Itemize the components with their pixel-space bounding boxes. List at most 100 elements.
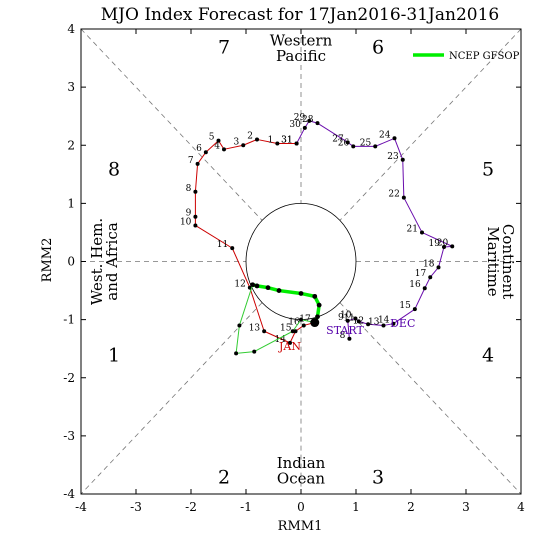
y-tick-label: -1 xyxy=(63,313,75,327)
data-point-label: 22 xyxy=(388,190,399,200)
data-point xyxy=(356,319,361,324)
data-point xyxy=(347,336,352,341)
data-point-label: 11 xyxy=(217,240,228,250)
data-point-label: 13 xyxy=(368,317,380,327)
month-label: JAN xyxy=(278,340,301,353)
data-point xyxy=(255,137,259,142)
x-tick-label: -3 xyxy=(130,500,142,514)
data-point xyxy=(193,189,198,194)
data-point-label: 12 xyxy=(234,280,245,290)
data-point-label: 2 xyxy=(247,131,253,141)
y-tick-label: -3 xyxy=(63,429,75,443)
data-point-label: 31 xyxy=(281,136,292,146)
data-point xyxy=(436,265,441,270)
phase-number-label: 3 xyxy=(372,467,384,489)
data-point xyxy=(442,244,446,249)
phase-number-label: 7 xyxy=(218,36,230,58)
data-point-label: 17 xyxy=(299,315,311,325)
data-point-label: 12 xyxy=(353,316,364,326)
data-point-label: 3 xyxy=(234,137,240,147)
region-label-right: Maritime xyxy=(484,226,502,296)
x-tick-label: 4 xyxy=(517,500,525,514)
data-point xyxy=(193,214,198,219)
data-point-label: 19 xyxy=(429,239,441,249)
data-point-label: 30 xyxy=(289,120,301,130)
unit-circle xyxy=(245,202,357,321)
data-point xyxy=(373,144,378,149)
x-tick-label: 2 xyxy=(407,500,415,514)
x-tick-label: 1 xyxy=(352,500,360,514)
data-point xyxy=(276,288,282,293)
data-point xyxy=(353,316,358,321)
y-tick-label: 2 xyxy=(67,138,75,152)
data-point xyxy=(412,307,417,312)
data-point-label: 5 xyxy=(209,133,215,143)
region-label-bottom: Ocean xyxy=(277,470,326,488)
data-point-label: 31 xyxy=(281,136,292,146)
data-point xyxy=(193,223,198,228)
y-tick-label: 1 xyxy=(67,196,75,210)
y-axis-label: RMM2 xyxy=(40,238,55,283)
region-label-left: and Africa xyxy=(103,222,121,300)
y-tick-label: -4 xyxy=(63,487,75,501)
data-point xyxy=(315,314,320,320)
phase-number-label: 4 xyxy=(482,345,494,367)
data-point-label: 15 xyxy=(280,323,292,333)
data-point xyxy=(302,125,307,130)
region-label-bottom: Indian xyxy=(277,454,326,472)
data-point-label: 15 xyxy=(399,301,411,311)
data-point-label: 10 xyxy=(340,310,352,320)
data-point xyxy=(230,246,235,251)
data-point xyxy=(234,351,239,356)
data-point xyxy=(299,317,303,322)
region-label-left: West. Hem. xyxy=(88,218,106,305)
month-label: DEC xyxy=(390,317,415,330)
data-point xyxy=(275,141,280,146)
data-point xyxy=(195,161,200,166)
data-point xyxy=(222,147,226,152)
data-point-label: 6 xyxy=(196,144,202,154)
data-point xyxy=(392,136,397,141)
legend-label: NCEP GFSOP xyxy=(449,51,520,62)
data-point xyxy=(254,283,260,289)
phase-divider-line xyxy=(80,302,263,495)
data-point xyxy=(391,321,396,326)
x-tick-label: -2 xyxy=(185,500,197,514)
x-tick-label: 0 xyxy=(297,500,305,514)
data-point-label: 8 xyxy=(186,184,192,194)
data-point-label: 14 xyxy=(275,335,287,345)
data-point xyxy=(237,323,242,328)
series-line xyxy=(194,138,315,344)
data-point xyxy=(250,282,255,287)
data-point xyxy=(252,349,257,354)
data-point-label: 16 xyxy=(288,317,300,327)
data-point-label: 7 xyxy=(188,156,194,166)
phase-number-label: 8 xyxy=(108,159,120,181)
data-point xyxy=(312,293,318,299)
x-tick-label: 3 xyxy=(462,500,470,514)
data-point-label: 1 xyxy=(268,136,274,146)
data-point-label: 25 xyxy=(360,138,372,148)
data-point xyxy=(428,275,433,280)
data-point xyxy=(366,322,371,327)
data-point-label: 10 xyxy=(180,217,192,227)
data-point xyxy=(315,121,320,126)
data-point xyxy=(351,144,356,149)
data-point-label: 26 xyxy=(338,138,350,148)
data-point-label: 9 xyxy=(338,313,344,323)
data-point xyxy=(307,118,312,123)
y-tick-label: 3 xyxy=(67,80,75,94)
x-axis-label: RMM1 xyxy=(278,519,323,534)
phase-number-label: 2 xyxy=(218,467,230,489)
legend: NCEP GFSOP xyxy=(413,51,520,62)
data-point-label: 20 xyxy=(437,238,449,248)
x-tick-label: -1 xyxy=(240,500,252,514)
data-point xyxy=(203,150,208,155)
phase-divider-line xyxy=(339,28,522,221)
data-point-label: 14 xyxy=(378,316,390,326)
data-point xyxy=(316,302,322,308)
data-point xyxy=(422,286,427,291)
data-point-label: 11 xyxy=(343,313,354,323)
